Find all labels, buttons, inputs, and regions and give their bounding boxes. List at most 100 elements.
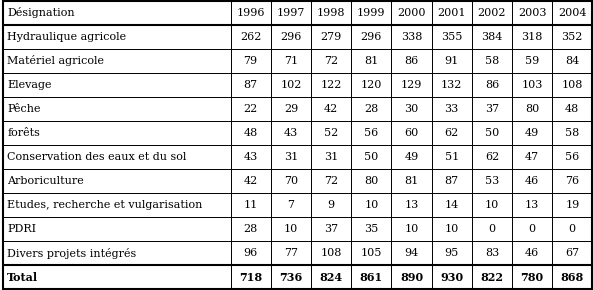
Bar bbox=[512, 1, 552, 25]
Text: 108: 108 bbox=[320, 248, 342, 258]
Text: 930: 930 bbox=[440, 272, 463, 283]
Bar bbox=[311, 1, 351, 25]
Text: 76: 76 bbox=[565, 176, 579, 186]
Bar bbox=[3, 25, 231, 49]
Bar bbox=[271, 49, 311, 73]
Text: 43: 43 bbox=[244, 152, 258, 162]
Bar bbox=[472, 145, 512, 169]
Text: 7: 7 bbox=[288, 200, 294, 210]
Text: 822: 822 bbox=[480, 272, 503, 283]
Text: 48: 48 bbox=[244, 128, 258, 138]
Bar bbox=[472, 241, 512, 265]
Bar bbox=[231, 49, 271, 73]
Bar bbox=[311, 97, 351, 121]
Bar bbox=[512, 73, 552, 97]
Text: 96: 96 bbox=[244, 248, 258, 258]
Bar bbox=[351, 145, 391, 169]
Bar bbox=[432, 49, 472, 73]
Text: 279: 279 bbox=[320, 32, 342, 42]
Text: 52: 52 bbox=[324, 128, 338, 138]
Bar bbox=[271, 25, 311, 49]
Bar bbox=[351, 217, 391, 241]
Text: 91: 91 bbox=[445, 56, 459, 66]
Text: 50: 50 bbox=[364, 152, 378, 162]
Text: 49: 49 bbox=[525, 128, 539, 138]
Text: PDRI: PDRI bbox=[7, 224, 36, 234]
Bar bbox=[271, 217, 311, 241]
Bar bbox=[432, 169, 472, 193]
Bar bbox=[231, 1, 271, 25]
Bar bbox=[391, 241, 432, 265]
Text: 824: 824 bbox=[320, 272, 343, 283]
Bar bbox=[311, 25, 351, 49]
Text: forêts: forêts bbox=[7, 128, 40, 138]
Text: 0: 0 bbox=[528, 224, 535, 234]
Bar bbox=[391, 265, 432, 289]
Text: 318: 318 bbox=[521, 32, 543, 42]
Bar bbox=[552, 241, 592, 265]
Bar bbox=[311, 121, 351, 145]
Bar bbox=[311, 241, 351, 265]
Bar bbox=[472, 49, 512, 73]
Text: 122: 122 bbox=[320, 80, 342, 90]
Text: 132: 132 bbox=[441, 80, 463, 90]
Bar bbox=[432, 121, 472, 145]
Text: 37: 37 bbox=[324, 224, 338, 234]
Bar bbox=[552, 265, 592, 289]
Bar bbox=[472, 73, 512, 97]
Bar bbox=[311, 265, 351, 289]
Text: 11: 11 bbox=[244, 200, 258, 210]
Text: 10: 10 bbox=[404, 224, 419, 234]
Bar bbox=[3, 169, 231, 193]
Text: 58: 58 bbox=[484, 56, 499, 66]
Text: 2001: 2001 bbox=[438, 8, 466, 18]
Text: 2004: 2004 bbox=[558, 8, 586, 18]
Bar bbox=[472, 217, 512, 241]
Text: 262: 262 bbox=[240, 32, 262, 42]
Text: 13: 13 bbox=[525, 200, 539, 210]
Text: 87: 87 bbox=[244, 80, 258, 90]
Text: 129: 129 bbox=[401, 80, 422, 90]
Bar bbox=[351, 97, 391, 121]
Text: Arboriculture: Arboriculture bbox=[7, 176, 84, 186]
Bar bbox=[271, 97, 311, 121]
Text: 22: 22 bbox=[244, 104, 258, 114]
Bar bbox=[3, 241, 231, 265]
Text: 56: 56 bbox=[565, 152, 579, 162]
Bar bbox=[391, 193, 432, 217]
Text: 105: 105 bbox=[361, 248, 382, 258]
Text: 296: 296 bbox=[280, 32, 302, 42]
Text: 736: 736 bbox=[279, 272, 302, 283]
Text: 31: 31 bbox=[324, 152, 338, 162]
Bar bbox=[472, 97, 512, 121]
Bar bbox=[3, 265, 231, 289]
Bar bbox=[271, 121, 311, 145]
Bar bbox=[512, 193, 552, 217]
Bar bbox=[351, 193, 391, 217]
Text: 861: 861 bbox=[360, 272, 383, 283]
Bar bbox=[472, 169, 512, 193]
Bar bbox=[351, 49, 391, 73]
Bar bbox=[231, 241, 271, 265]
Bar bbox=[432, 265, 472, 289]
Text: 58: 58 bbox=[565, 128, 579, 138]
Text: 50: 50 bbox=[484, 128, 499, 138]
Text: 296: 296 bbox=[361, 32, 382, 42]
Bar bbox=[391, 73, 432, 97]
Text: 10: 10 bbox=[445, 224, 459, 234]
Text: 868: 868 bbox=[560, 272, 584, 283]
Text: 81: 81 bbox=[364, 56, 378, 66]
Text: 2002: 2002 bbox=[477, 8, 506, 18]
Bar bbox=[432, 97, 472, 121]
Text: 70: 70 bbox=[284, 176, 298, 186]
Text: 28: 28 bbox=[364, 104, 378, 114]
Text: 72: 72 bbox=[324, 56, 338, 66]
Bar bbox=[472, 121, 512, 145]
Bar bbox=[512, 169, 552, 193]
Bar bbox=[432, 217, 472, 241]
Bar bbox=[311, 49, 351, 73]
Text: 42: 42 bbox=[244, 176, 258, 186]
Bar bbox=[311, 145, 351, 169]
Text: 95: 95 bbox=[445, 248, 459, 258]
Text: 87: 87 bbox=[445, 176, 459, 186]
